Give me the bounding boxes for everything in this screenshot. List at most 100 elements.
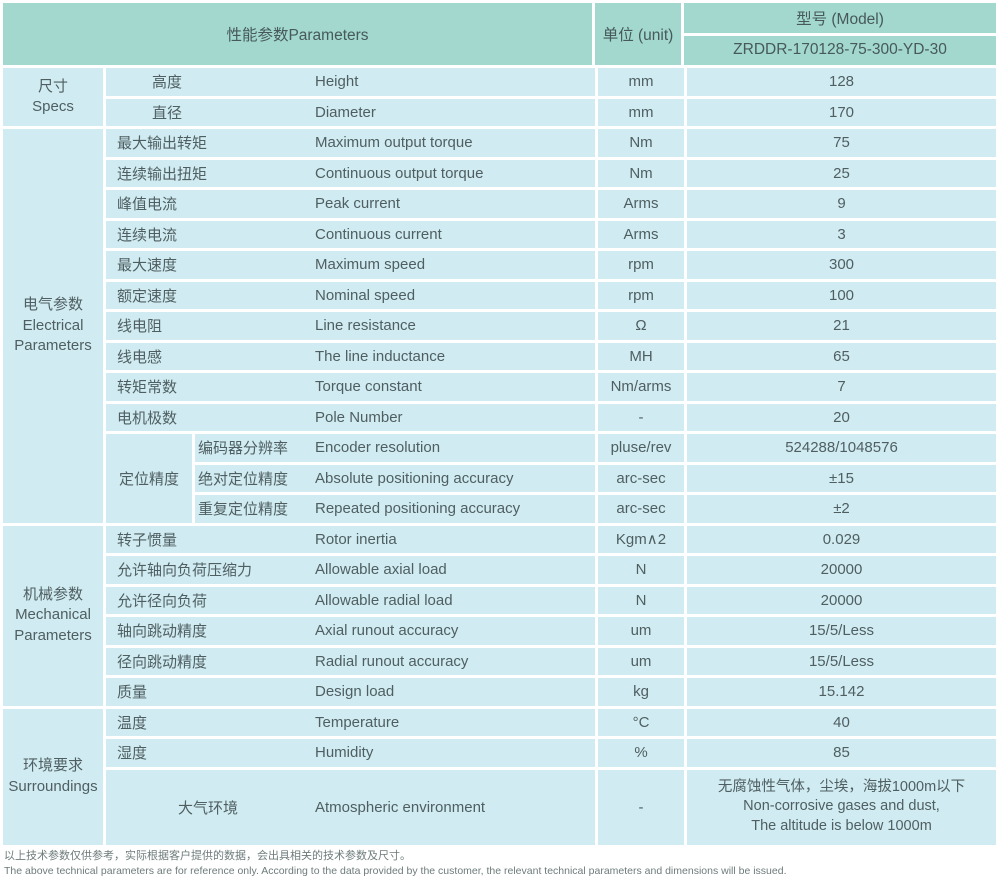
param-value: 100	[687, 281, 996, 309]
param-name-cell: 转子惯量 Rotor inertia	[106, 525, 595, 553]
param-name-cell: 连续电流 Continuous current	[106, 220, 595, 248]
param-name-cell: 线电阻 Line resistance	[106, 312, 595, 340]
section-surroundings-rows: 温度 Temperature °C 40 湿度 Humidity % 85 大气环境…	[106, 708, 996, 845]
param-name-cell: 大气环境 Atmospheric environment	[106, 769, 595, 845]
param-name-cell: 径向跳动精度 Radial runout accuracy	[106, 647, 595, 675]
category-mechanical: 机械参数 Mechanical Parameters	[3, 525, 103, 706]
table-row: 最大速度 Maximum speed rpm 300	[106, 251, 996, 279]
param-name-en: Nominal speed	[315, 286, 416, 304]
param-unit: N	[598, 586, 684, 614]
param-value: 170	[687, 98, 996, 126]
param-value: ±15	[687, 464, 996, 492]
param-name-cn: 电机极数	[117, 409, 178, 427]
param-name-cn: 最大速度	[117, 257, 178, 275]
table-row: 轴向跳动精度 Axial runout accuracy um 15/5/Less	[106, 617, 996, 645]
param-name-en: Axial runout accuracy	[315, 622, 459, 640]
param-name-cell: 允许径向负荷 Allowable radial load	[106, 586, 595, 614]
table-header: 性能参数Parameters 单位 (unit) 型号 (Model) ZRDD…	[3, 3, 996, 65]
table-row: 连续电流 Continuous current Arms 3	[106, 220, 996, 248]
section-mechanical: 机械参数 Mechanical Parameters 转子惯量 Rotor ine…	[3, 525, 996, 706]
param-name-en: The line inductance	[315, 347, 446, 365]
param-value: 300	[687, 251, 996, 279]
table-row: 允许轴向负荷压缩力 Allowable axial load N 20000	[106, 556, 996, 584]
param-name-cn: 编码器分辨率	[198, 440, 289, 458]
table-row: 重复定位精度 Repeated positioning accuracy arc-…	[195, 495, 996, 523]
param-unit: pluse/rev	[598, 434, 684, 462]
param-unit: rpm	[598, 251, 684, 279]
table-row: 额定速度 Nominal speed rpm 100	[106, 281, 996, 309]
table-row-atmospheric: 大气环境 Atmospheric environment - 无腐蚀性气体，尘埃，…	[106, 769, 996, 845]
param-name-cell: 最大输出转矩 Maximum output torque	[106, 129, 595, 157]
category-label-en: Electrical	[22, 316, 84, 334]
table-row: 转矩常数 Torque constant Nm/arms 7	[106, 373, 996, 401]
param-name-cell: 峰值电流 Peak current	[106, 190, 595, 218]
param-value: 20000	[687, 556, 996, 584]
param-value: 25	[687, 159, 996, 187]
param-name-cell: 绝对定位精度 Absolute positioning accuracy	[195, 464, 595, 492]
section-specs-rows: 高度 Height mm 128 直径 Diameter mm 170	[106, 68, 996, 126]
table-row: 转子惯量 Rotor inertia Kgm∧2 0.029	[106, 525, 996, 553]
param-name-en: Temperature	[315, 713, 400, 731]
section-surroundings: 环境要求 Surroundings 温度 Temperature °C 40 湿度…	[3, 708, 996, 845]
param-name-en: Absolute positioning accuracy	[315, 469, 514, 487]
table-row: 质量 Design load kg 15.142	[106, 678, 996, 706]
param-name-en: Torque constant	[315, 378, 422, 396]
param-unit: MH	[598, 342, 684, 370]
category-label-en: Specs	[32, 98, 74, 115]
category-label-en2: Parameters	[14, 626, 92, 644]
param-value: ±2	[687, 495, 996, 523]
param-name-cell: 直径 Diameter	[106, 98, 595, 126]
footnote-en: The above technical parameters are for r…	[4, 864, 787, 877]
param-unit: %	[598, 739, 684, 767]
param-unit: Ω	[598, 312, 684, 340]
param-unit: -	[598, 769, 684, 845]
param-unit: N	[598, 556, 684, 584]
category-label-en: Mechanical	[15, 606, 91, 624]
param-unit: Nm/arms	[598, 373, 684, 401]
param-unit: kg	[598, 678, 684, 706]
param-value: 15/5/Less	[687, 647, 996, 675]
param-name-cn: 连续电流	[117, 226, 178, 244]
param-unit: -	[598, 403, 684, 431]
param-name-cn: 峰值电流	[117, 196, 178, 214]
param-unit: arc-sec	[598, 495, 684, 523]
section-electrical: 电气参数 Electrical Parameters 最大输出转矩 Maximum…	[3, 129, 996, 523]
param-name-cn: 大气环境	[178, 799, 239, 817]
param-value: 0.029	[687, 525, 996, 553]
param-name-cn: 允许径向负荷	[117, 592, 208, 610]
param-name-cell: 质量 Design load	[106, 678, 595, 706]
param-name-cn: 温度	[117, 714, 148, 732]
param-name-cn: 直径	[152, 104, 183, 122]
param-name-cell: 湿度 Humidity	[106, 739, 595, 767]
param-name-cn: 湿度	[117, 745, 148, 763]
param-value: 21	[687, 312, 996, 340]
param-name-en: Peak current	[315, 195, 401, 213]
table-row: 连续输出扭矩 Continuous output torque Nm 25	[106, 159, 996, 187]
category-label-en2: Parameters	[14, 336, 92, 354]
param-name-en: Maximum output torque	[315, 134, 473, 152]
param-name-cn: 线电阻	[117, 318, 163, 336]
subgroup-label: 定位精度	[106, 434, 192, 523]
param-value: 7	[687, 373, 996, 401]
category-label-cn: 尺寸	[37, 77, 68, 95]
category-label-cn: 机械参数	[22, 586, 83, 604]
param-value-line: Non-corrosive gases and dust,	[743, 798, 940, 815]
header-model-label: 型号 (Model)	[684, 3, 996, 33]
table-row: 线电感 The line inductance MH 65	[106, 342, 996, 370]
param-name-en: Height	[315, 73, 359, 91]
param-value-line: The altitude is below 1000m	[751, 817, 932, 834]
param-unit: Kgm∧2	[598, 525, 684, 553]
param-unit: Nm	[598, 159, 684, 187]
param-unit: um	[598, 647, 684, 675]
header-model-column: 型号 (Model) ZRDDR-170128-75-300-YD-30	[684, 3, 996, 65]
param-name-cn: 重复定位精度	[198, 501, 289, 519]
param-name-cn: 绝对定位精度	[198, 470, 289, 488]
param-name-en: Pole Number	[315, 408, 403, 426]
param-name-cell: 允许轴向负荷压缩力 Allowable axial load	[106, 556, 595, 584]
param-value: 无腐蚀性气体，尘埃，海拔1000m以下 Non-corrosive gases …	[687, 769, 996, 845]
param-name-en: Line resistance	[315, 317, 416, 335]
param-unit: arc-sec	[598, 464, 684, 492]
subgroup-rows: 编码器分辨率 Encoder resolution pluse/rev 52428…	[195, 434, 996, 523]
param-name-en: Allowable radial load	[315, 591, 453, 609]
